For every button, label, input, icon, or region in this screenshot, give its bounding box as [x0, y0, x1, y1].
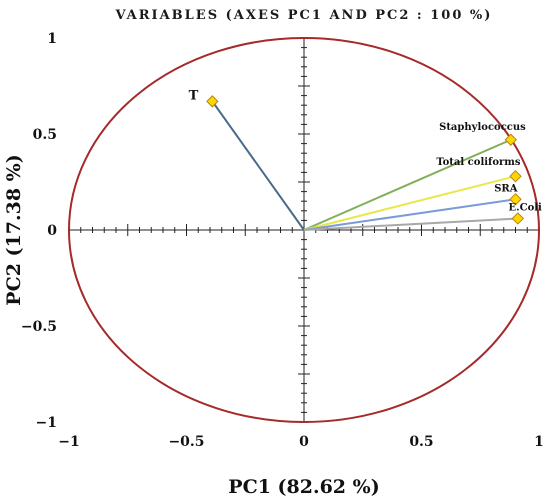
- correlation-circle: [68, 37, 540, 423]
- label-e-coli: E.Coli: [509, 202, 543, 213]
- vector-e-coli: [303, 217, 518, 231]
- marker-t: [206, 95, 219, 108]
- marker-staphylococcus: [504, 133, 518, 146]
- vector-staphylococcus: [303, 138, 512, 231]
- y-tick-label: −1: [36, 415, 57, 431]
- y-tick-label: −0.5: [21, 319, 57, 335]
- label-t: T: [189, 88, 199, 103]
- y-axis-title: PC2 (17.38 %): [3, 154, 25, 305]
- x-tick-label: 0: [299, 434, 309, 450]
- label-total-coliforms: Total coliforms: [436, 157, 521, 168]
- variable-vectors: T Staphylococcus Total coliforms SRA E.Coli: [189, 88, 543, 231]
- y-tick-label: 0.5: [33, 127, 57, 143]
- y-tick-label: 0: [47, 223, 57, 239]
- x-axis-title: PC1 (82.62 %): [228, 476, 379, 498]
- marker-sra: [509, 193, 522, 206]
- label-staphylococcus: Staphylococcus: [439, 122, 526, 133]
- vector-sra: [303, 198, 516, 231]
- x-tick-label: −1: [58, 434, 79, 450]
- tick-labels: −1 −0.5 0 0.5 1 −1 −0.5 0 0.5 1: [21, 31, 544, 450]
- x-tick-label: −0.5: [168, 434, 204, 450]
- y-tick-label: 1: [47, 31, 57, 47]
- marker-e-coli: [511, 212, 525, 225]
- vector-total-coliforms: [303, 175, 516, 231]
- marker-total-coliforms: [509, 170, 522, 183]
- chart-title: VARIABLES (AXES PC1 AND PC2 : 100 %): [115, 8, 493, 23]
- label-sra: SRA: [494, 183, 518, 194]
- unit-circle: [68, 37, 540, 423]
- x-tick-label: 1: [534, 434, 544, 450]
- x-tick-label: 0.5: [409, 434, 433, 450]
- vector-t: [211, 100, 305, 231]
